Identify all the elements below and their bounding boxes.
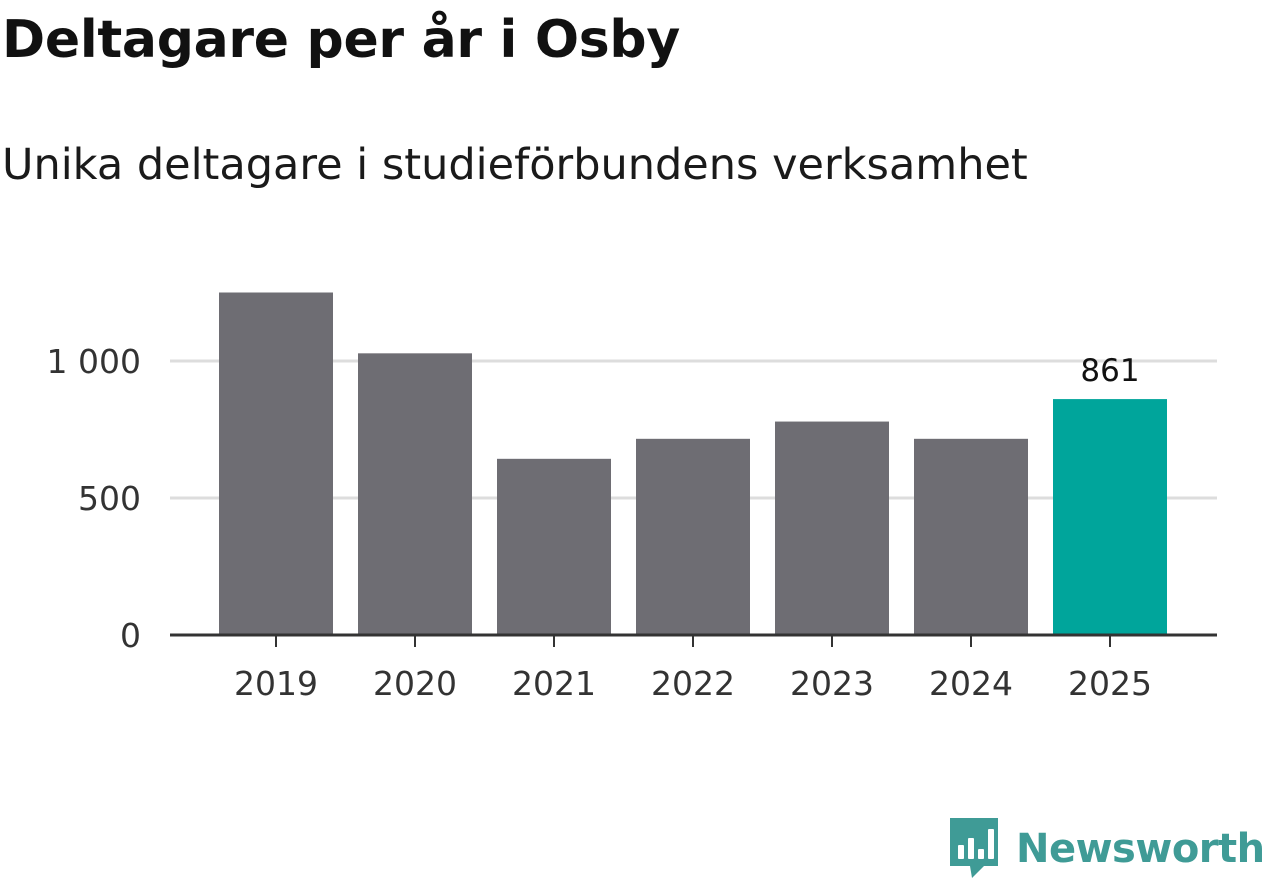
brand-logo: Newsworthy — [950, 818, 1262, 880]
x-tick-label: 2020 — [373, 664, 457, 703]
bar-2024 — [914, 438, 1028, 635]
x-tick-label: 2024 — [929, 664, 1013, 703]
x-tick-label: 2019 — [234, 664, 318, 703]
bar-2021 — [497, 458, 611, 635]
y-tick-label: 1 000 — [47, 342, 141, 381]
axes — [170, 633, 1217, 647]
x-tick-label: 2025 — [1068, 664, 1152, 703]
bar-2019 — [219, 292, 333, 635]
chart-subtitle: Unika deltagare i studieförbundens verks… — [2, 140, 1028, 190]
bar-2025 — [1053, 399, 1167, 635]
bar-2020 — [358, 353, 472, 635]
x-tick-label: 2022 — [651, 664, 735, 703]
data-label-2025: 861 — [1080, 353, 1139, 389]
y-tick-label: 0 — [120, 616, 141, 655]
y-tick-label: 500 — [78, 479, 141, 518]
x-tick-label: 2021 — [512, 664, 596, 703]
chart-title: Deltagare per år i Osby — [2, 10, 680, 70]
x-tick-label: 2023 — [790, 664, 874, 703]
bar-2023 — [775, 421, 889, 635]
newsworthy-bar-chart-icon — [950, 818, 998, 878]
bar-2022 — [636, 438, 750, 635]
bars — [219, 292, 1167, 635]
labels: 0 500 1 000 2019 2020 2021 2022 2023 2024 2025 861 — [47, 342, 1152, 703]
brand-name: Newsworthy — [1016, 826, 1262, 872]
